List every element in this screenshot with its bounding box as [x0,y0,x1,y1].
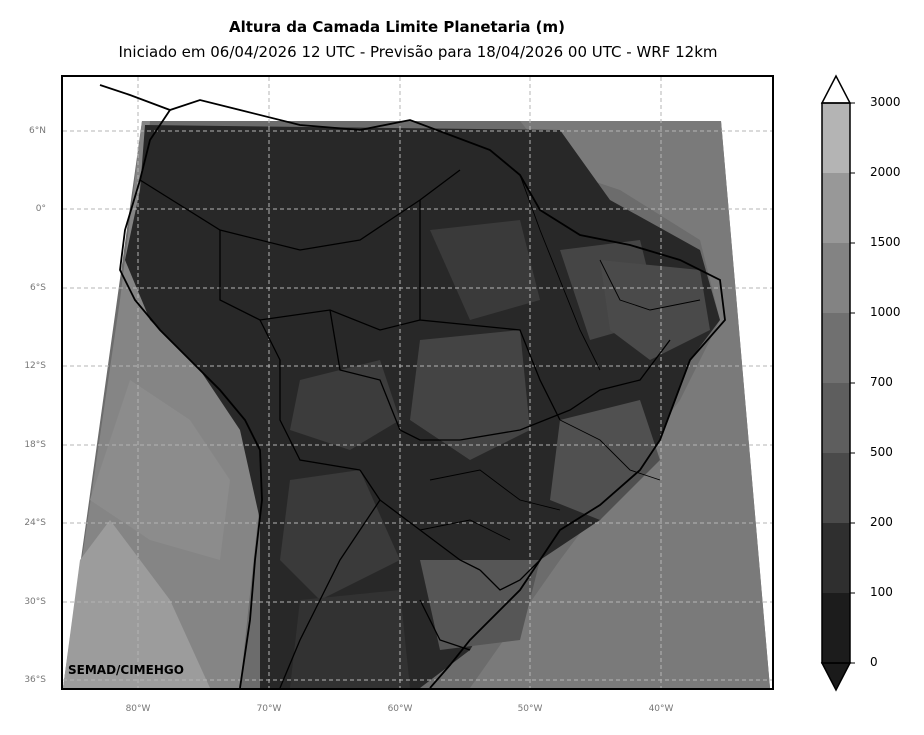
colorbar-tick-label: 200 [870,515,893,529]
colorbar-block [822,103,850,173]
lat-label-18s: 18°S [24,440,46,450]
lon-label-60w: 60°W [387,704,413,714]
east-coast-patch [550,400,660,520]
central-patch-1 [290,360,400,450]
state-borders [419,174,701,541]
map-subtitle: Iniciado em 06/04/2026 12 UTC - Previsão… [118,43,718,61]
colorbar [820,74,855,692]
lon-label-80w: 80°W [125,704,151,714]
map-panel: SEMAD/CIMEHGO [61,75,774,690]
credit-text: SEMAD/CIMEHGO [68,663,184,677]
lon-label-70w: 70°W [256,704,282,714]
central-patch-5 [280,470,400,600]
lon-label-40w: 40°W [648,704,674,714]
ne-brazil-patch [600,260,710,360]
lon-label-50w: 50°W [517,704,543,714]
lat-label-6n: 6°N [29,126,46,136]
pacific-mid-zone [90,380,230,560]
central-patch-3 [430,220,540,320]
colorbar-tick-label: 500 [870,445,893,459]
colorbar-tick-label: 1000 [870,305,901,319]
colorbar-tick-label: 0 [870,655,878,669]
colorbar-tick-label: 1500 [870,235,901,249]
colorbar-block [822,313,850,383]
lat-label-36s: 36°S [24,675,46,685]
colorbar-block [822,453,850,523]
colorbar-tick-label: 100 [870,585,893,599]
pbl-height-field [63,121,770,688]
south-patch [420,560,540,650]
colorbar-block [822,173,850,243]
colorbar-tick-label: 700 [870,375,893,389]
colorbar-extend-top [820,74,852,104]
lat-label-30s: 30°S [24,597,46,607]
colorbar-block [822,523,850,593]
coastlines [99,84,726,688]
colorbar-extend-bottom [820,662,852,692]
central-patch-2 [410,330,530,460]
argentina-patch [290,590,410,688]
lat-label-0: 0° [35,204,46,214]
colorbar-block [822,383,850,453]
colorbar-blocks [822,102,855,664]
lat-label-24s: 24°S [24,518,46,528]
colorbar-tick-label: 2000 [870,165,901,179]
lat-label-6s: 6°S [30,283,46,293]
lat-label-12s: 12°S [24,361,46,371]
map-gridlines [63,77,772,688]
colorbar-block [822,243,850,313]
map-title: Altura da Camada Limite Planetaria (m) [228,18,566,36]
colorbar-frame [821,102,851,664]
pacific-light-zone [63,520,210,688]
colorbar-block [822,593,850,663]
map-canvas: SEMAD/CIMEHGO [63,77,772,688]
atlantic-field [470,121,770,688]
colorbar-tick-label: 3000 [870,95,901,109]
